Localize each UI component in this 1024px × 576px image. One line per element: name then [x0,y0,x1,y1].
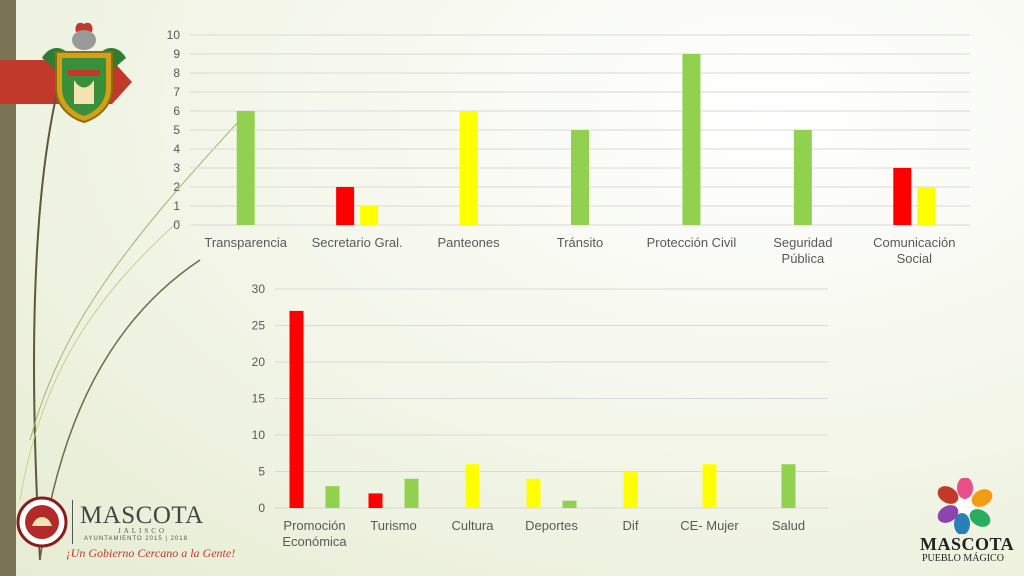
x-category-label: Tránsito [557,235,603,250]
bar-green [793,130,812,225]
y-tick-label: 7 [173,85,180,99]
x-category-label: Deportes [525,518,578,533]
bar-yellow [459,111,478,225]
x-category-label: Cultura [452,518,495,533]
bar-yellow [526,478,541,508]
pueblo-logo-name: MASCOTA [920,534,1015,554]
bar-red [289,310,304,508]
bar-green [571,130,589,225]
y-tick-label: 25 [252,319,266,333]
y-tick-label: 5 [258,465,265,479]
bar-red [368,493,383,508]
y-tick-label: 4 [173,142,180,156]
bar-yellow [917,187,936,225]
bar-green [682,54,701,225]
bar-red [893,168,912,225]
x-category-label: Panteones [437,235,500,250]
deco-curve-1 [33,79,61,561]
deco-curve-4 [19,219,181,501]
x-category-label: Turismo [370,518,416,533]
bar-yellow [360,206,379,225]
bar-green [781,464,796,508]
x-category-label: Seguridad [773,235,832,250]
x-category-label: Salud [772,518,805,533]
y-tick-label: 10 [167,28,181,42]
y-tick-label: 6 [173,104,180,118]
pueblo-logo-tag: PUEBLO MÁGICO [922,553,1004,564]
x-category-label: Transparencia [204,235,287,250]
bar-green [325,486,340,508]
left-decorative-bar [0,0,16,576]
y-tick-label: 9 [173,47,180,61]
bar-yellow [702,464,717,508]
bar-yellow [623,471,638,508]
x-category-label: Promoción [283,518,345,533]
y-tick-label: 1 [173,199,180,213]
municipal-seal-icon [16,496,68,548]
bar-red [336,187,355,225]
x-category-label: Social [897,251,933,266]
y-tick-label: 0 [173,218,180,232]
footer-logo-name: MASCOTA [80,502,204,529]
footer-logo-period: AYUNTAMIENTO 2015 | 2018 [84,536,188,542]
bar-green [562,500,577,508]
x-category-label: CE- Mujer [680,518,739,533]
y-tick-label: 10 [252,428,266,442]
y-tick-label: 20 [252,355,266,369]
y-tick-label: 0 [258,501,265,515]
y-tick-label: 8 [173,66,180,80]
logo-divider [72,500,73,544]
y-tick-label: 15 [252,392,266,406]
deco-curve-3 [29,119,241,441]
y-tick-label: 30 [252,282,266,296]
x-category-label: Pública [782,251,825,266]
x-category-label: Dif [623,518,639,533]
footer-logo-state: JALISCO [118,527,168,535]
footer-logo-slogan: ¡Un Gobierno Cercano a la Gente! [66,546,236,560]
bar-green [236,111,255,225]
x-category-label: Comunicación [873,235,955,250]
bar-green [404,478,419,508]
y-tick-label: 3 [173,161,180,175]
pueblo-magico-flower-icon [937,478,993,534]
x-category-label: Secretario Gral. [312,235,403,250]
y-tick-label: 5 [173,123,180,137]
coat-of-arms-icon [42,22,126,124]
bar-yellow [465,464,480,508]
x-category-label: Protección Civil [647,235,737,250]
x-category-label: Económica [282,534,347,549]
y-tick-label: 2 [173,180,180,194]
